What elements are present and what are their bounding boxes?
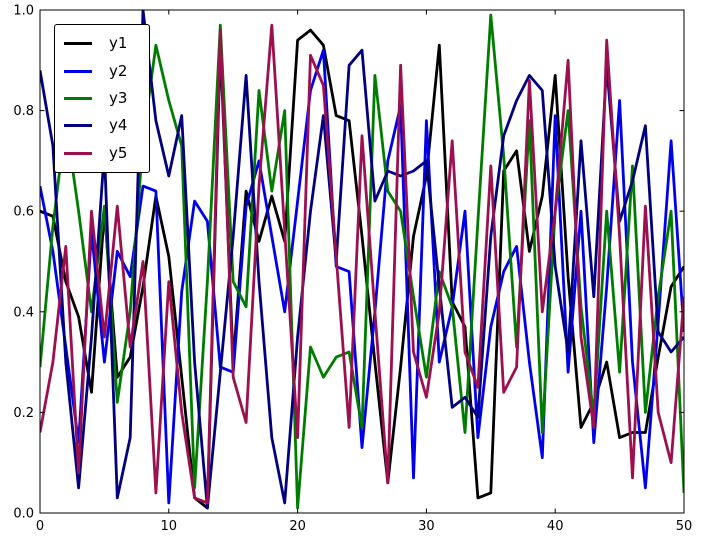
legend-swatch-y1 bbox=[64, 42, 92, 46]
y-tick-label: 0.4 bbox=[13, 305, 34, 320]
legend-label-y4: y4 bbox=[109, 116, 128, 135]
x-tick-label: 0 bbox=[36, 519, 44, 534]
y-tick-label: 0.8 bbox=[13, 104, 34, 119]
y-tick-label: 0.6 bbox=[13, 205, 34, 220]
legend-swatch-y3 bbox=[64, 96, 92, 100]
legend-item-y4: y4 bbox=[55, 118, 149, 133]
legend-label-y2: y2 bbox=[109, 61, 128, 80]
legend-label-y5: y5 bbox=[109, 143, 128, 162]
legend-label-y1: y1 bbox=[109, 34, 128, 53]
x-tick-label: 10 bbox=[161, 519, 178, 534]
legend-item-y2: y2 bbox=[55, 61, 149, 80]
legend: y1 y2 y3 y4 y5 bbox=[54, 24, 150, 173]
y-tick-label: 0.0 bbox=[13, 507, 34, 522]
legend-swatch-y5 bbox=[64, 151, 92, 155]
y-tick-label: 0.2 bbox=[13, 406, 34, 421]
legend-item-y3: y3 bbox=[55, 88, 149, 107]
legend-swatch-y4 bbox=[64, 124, 92, 128]
x-tick-label: 40 bbox=[547, 519, 564, 534]
legend-swatch-y2 bbox=[64, 69, 92, 73]
series-line-y5 bbox=[40, 23, 684, 505]
legend-item-y5: y5 bbox=[55, 143, 149, 162]
x-tick-label: 20 bbox=[289, 519, 306, 534]
legend-item-y1: y1 bbox=[55, 36, 149, 51]
legend-label-y3: y3 bbox=[109, 88, 128, 107]
x-tick-label: 30 bbox=[418, 519, 435, 534]
y-tick-label: 1.0 bbox=[13, 4, 34, 19]
x-tick-label: 50 bbox=[676, 519, 693, 534]
series-line-y1 bbox=[40, 28, 684, 510]
plot-area-border bbox=[39, 9, 685, 514]
